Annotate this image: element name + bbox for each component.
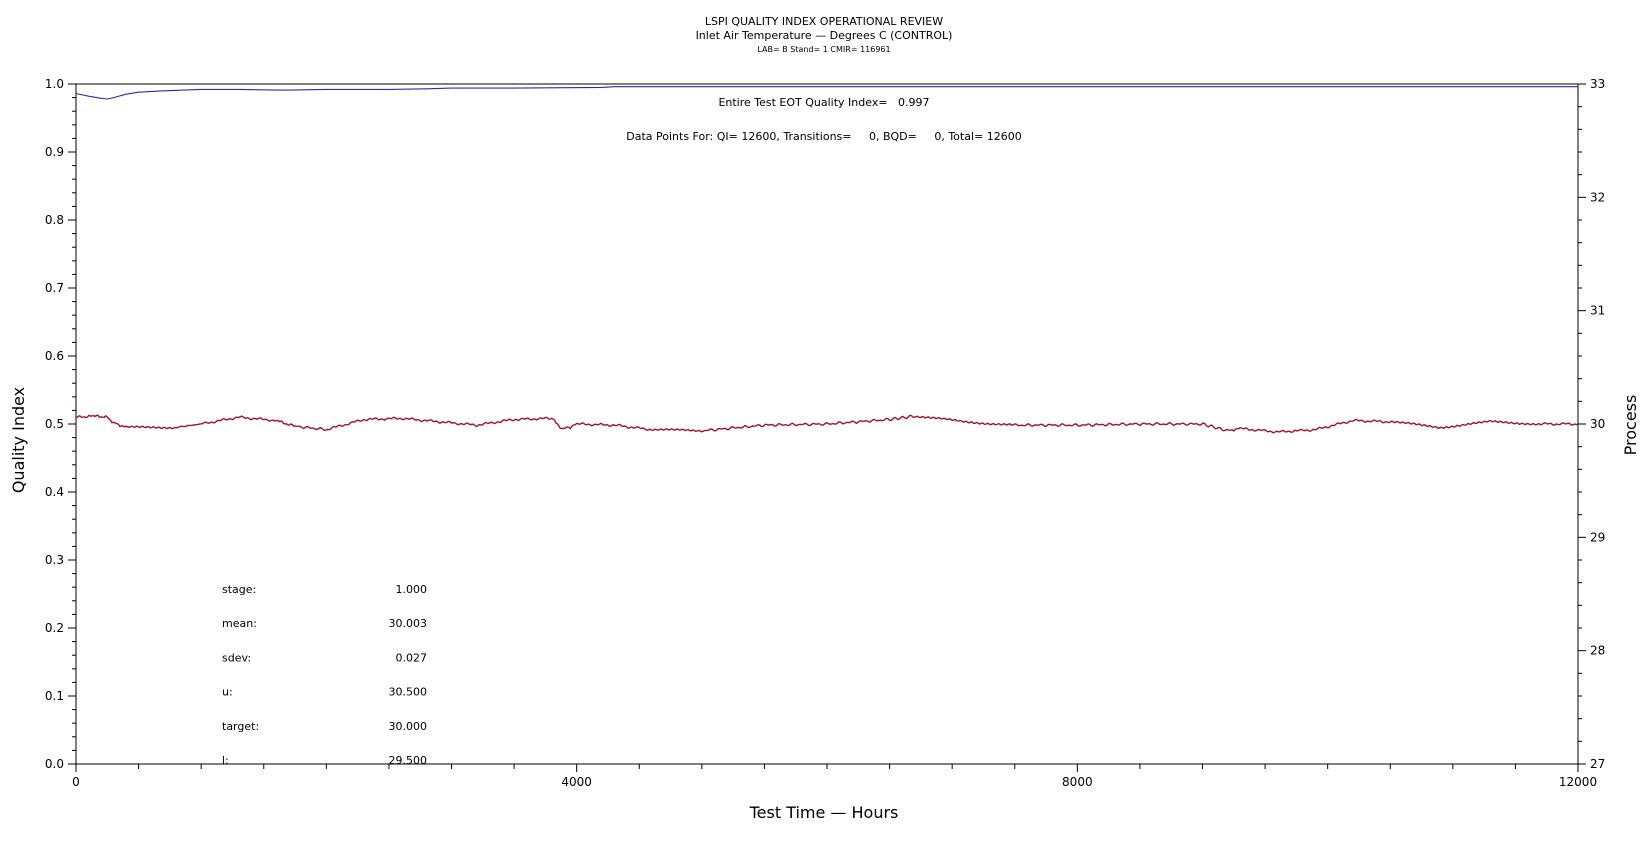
- y-left-tick-label: 0.4: [45, 485, 64, 499]
- stat-value: 0.027: [396, 651, 428, 664]
- y-right-tick-label: 33: [1590, 77, 1605, 91]
- stats-block: stage: 1.000 mean: 30.003 sdev: 0.027 u: 30.500…: [222, 583, 427, 767]
- stat-value: 30.003: [389, 617, 428, 630]
- x-axis: 0 4000 8000 12000: [72, 764, 1597, 789]
- y-left-tick-label: 0.7: [45, 281, 64, 295]
- y-right-tick-label: 27: [1590, 757, 1605, 771]
- process-line: [75, 414, 1579, 434]
- y-right-tick-label: 28: [1590, 644, 1605, 658]
- y-right-tick-label: 30: [1590, 417, 1605, 431]
- x-axis-label: Test Time — Hours: [749, 803, 899, 822]
- stat-label: u:: [222, 686, 233, 699]
- stat-label: target:: [222, 720, 259, 733]
- data-points-annotation: Data Points For: QI= 12600, Transitions=…: [626, 130, 1021, 143]
- eot-quality-annotation: Entire Test EOT Quality Index= 0.997: [718, 96, 929, 109]
- stat-value: 29.500: [389, 754, 428, 767]
- stat-label: sdev:: [222, 651, 251, 664]
- y-left-tick-label: 0.2: [45, 621, 64, 635]
- y-left-tick-label: 0.8: [45, 213, 64, 227]
- chart-subtitle: Inlet Air Temperature — Degrees C (CONTR…: [696, 29, 953, 42]
- plot-border: [75, 83, 1579, 765]
- x-tick-label: 12000: [1559, 775, 1597, 789]
- y-left-tick-label: 1.0: [45, 77, 64, 91]
- series-layer: [75, 86, 1579, 434]
- y-left-tick-label: 0.5: [45, 417, 64, 431]
- stat-value: 30.000: [389, 720, 428, 733]
- chart-title: LSPI QUALITY INDEX OPERATIONAL REVIEW: [705, 15, 943, 28]
- y-left-tick-label: 0.6: [45, 349, 64, 363]
- stat-value: 1.000: [396, 583, 428, 596]
- y-left-tick-label: 0.3: [45, 553, 64, 567]
- y-right-tick-label: 31: [1590, 304, 1605, 318]
- x-tick-label: 0: [72, 775, 80, 789]
- y-axis-left-label: Quality Index: [9, 387, 28, 493]
- y-left-tick-label: 0.9: [45, 145, 64, 159]
- stat-label: mean:: [222, 617, 257, 630]
- x-tick-label: 4000: [561, 775, 592, 789]
- y-axis-left: 0.0 0.1 0.2 0.3 0.4 0.5 0.6 0.7 0.8 0.9 1.0: [45, 77, 76, 771]
- y-axis-right-label: Process: [1621, 395, 1640, 456]
- y-axis-right: 27 28 29 30 31 32 33: [1578, 77, 1605, 771]
- y-right-tick-label: 29: [1590, 530, 1605, 544]
- stat-label: l:: [222, 754, 229, 767]
- y-left-tick-label: 0.1: [45, 689, 64, 703]
- y-left-tick-label: 0.0: [45, 757, 64, 771]
- stat-value: 30.500: [389, 686, 428, 699]
- chart-subtitle-lab: LAB= B Stand= 1 CMIR= 116961: [757, 45, 890, 54]
- stat-label: stage:: [222, 583, 256, 596]
- y-right-tick-label: 32: [1590, 190, 1605, 204]
- quality-index-line: [75, 86, 1578, 100]
- x-tick-label: 8000: [1062, 775, 1093, 789]
- plot-frame: [75, 83, 1579, 765]
